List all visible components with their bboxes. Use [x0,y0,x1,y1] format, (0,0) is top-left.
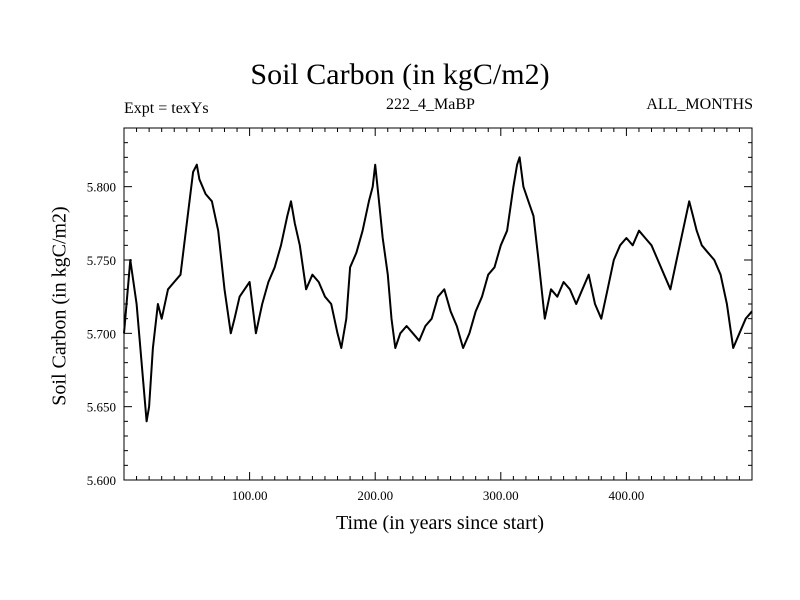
plot-frame [123,127,753,481]
experiment-label: Expt = texYs [124,100,209,117]
y-tick-label: 5.750 [87,253,116,268]
y-tick-label: 5.800 [87,180,116,195]
x-tick-label: 100.00 [232,488,268,503]
y-tick-label: 5.650 [87,400,116,415]
y-tick-label: 5.600 [87,473,116,488]
tick-layer: 100.00 200.00 300.00 400.00 5.600 5.650 5.700 5… [87,128,752,503]
x-axis-title: Time (in years since start) [335,512,545,534]
x-tick-label: 300.00 [483,488,519,503]
months-label: ALL_MONTHS [646,96,753,113]
y-axis-title: Soil Carbon (in kgC/m2) [48,206,71,406]
series-line-0 [123,156,753,423]
y-tick-label: 5.700 [87,326,116,341]
chart-title: Soil Carbon (in kgC/m2) [250,58,550,91]
x-tick-label: 200.00 [357,488,393,503]
series-layer [123,156,753,423]
run-id-label: 222_4_MaBP [386,96,475,113]
x-tick-label: 400.00 [609,488,645,503]
